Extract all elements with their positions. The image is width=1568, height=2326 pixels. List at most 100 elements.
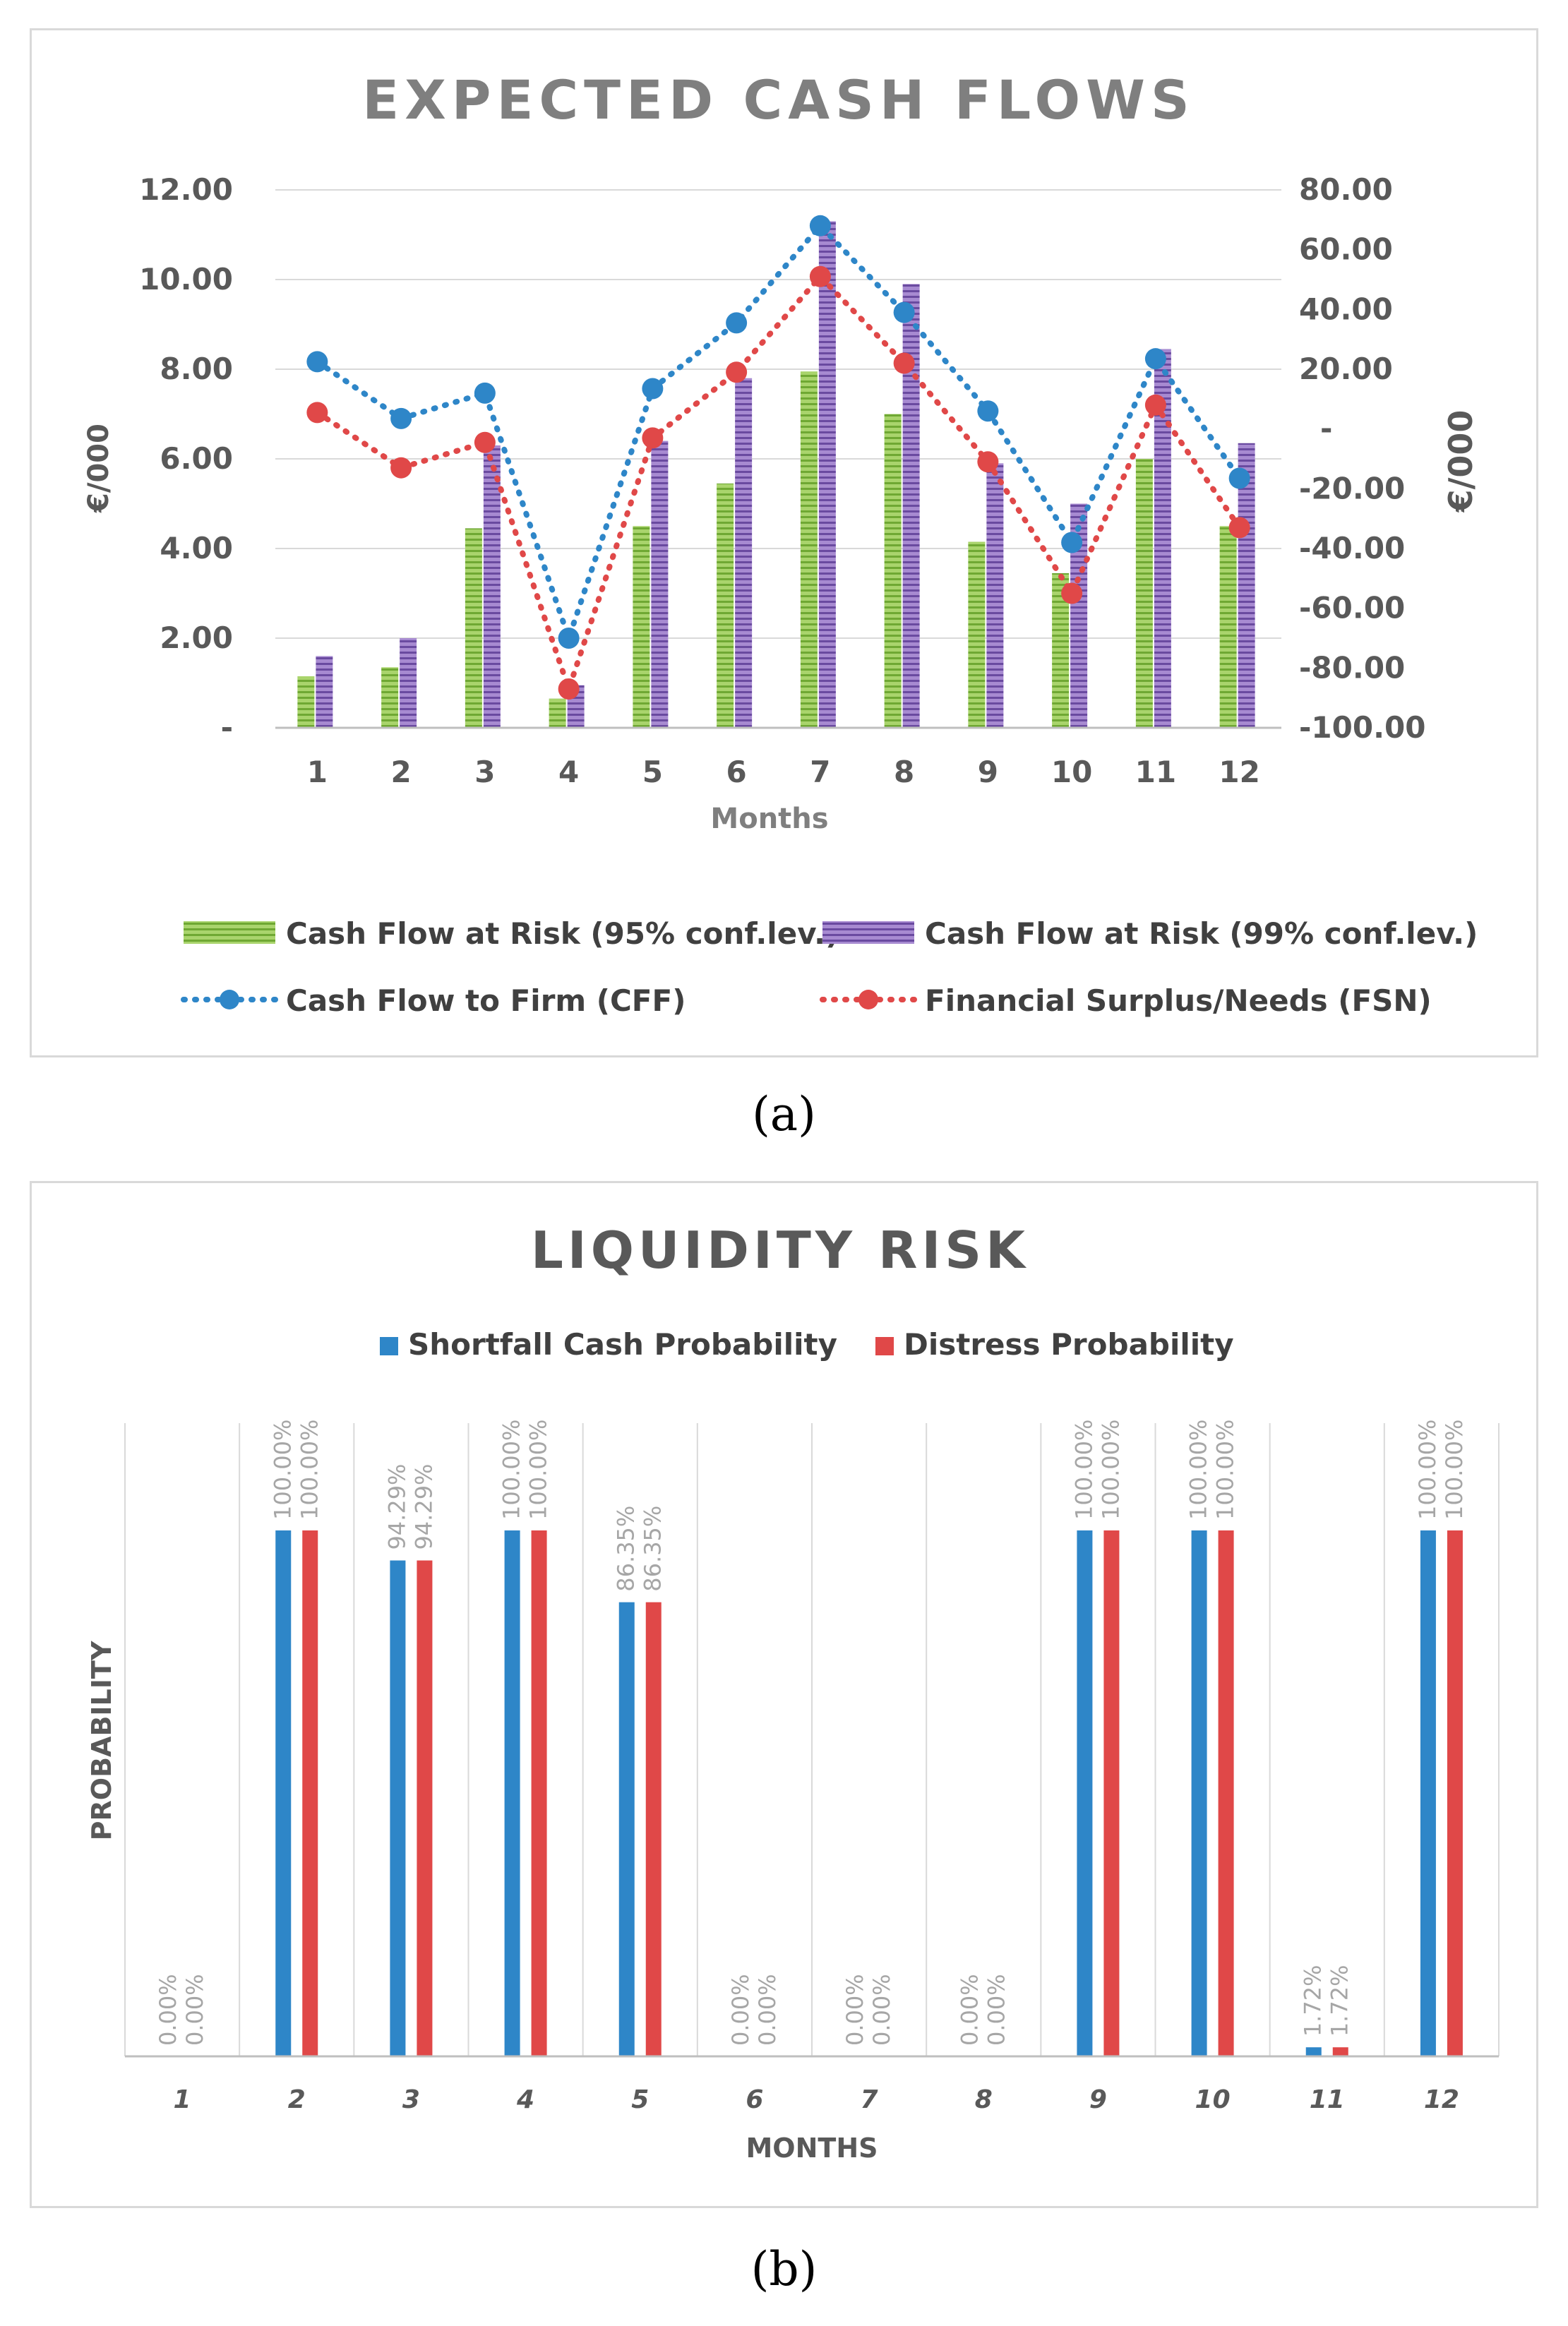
x-axis-label: Months	[710, 803, 828, 835]
data-label: 0.00%	[727, 1974, 754, 2046]
fsn-point	[1061, 582, 1083, 604]
legend-cff: Cash Flow to Firm (CFF)	[181, 983, 686, 1018]
bar-cfar-99	[735, 378, 753, 728]
bar-cfar-95	[633, 526, 650, 728]
x-tick-label: 1	[307, 755, 328, 789]
x-tick-label: 10	[1195, 2085, 1231, 2114]
cff-point	[1061, 532, 1083, 553]
x-tick-label: 7	[810, 755, 830, 789]
right-tick-label: 40.00	[1299, 292, 1393, 326]
fsn-point	[1228, 517, 1250, 539]
legend: Shortfall Cash Probability Distress Proba…	[380, 1327, 1234, 1362]
axes: 1 2 3 4 5 6 7 8 9 10 11 12	[125, 2055, 1499, 2114]
bar-distress	[1447, 1530, 1463, 2056]
fsn-point	[642, 427, 664, 449]
cff-point	[642, 378, 664, 400]
cff-point	[809, 215, 831, 236]
legend-distress: Distress Probability	[875, 1327, 1234, 1362]
x-tick-label: 2	[288, 2085, 306, 2114]
x-tick-label: 1	[174, 2085, 191, 2114]
cff-point	[726, 312, 748, 334]
cff-point	[1228, 467, 1250, 489]
bar-shortfall	[504, 1530, 520, 2056]
legend-swatch	[822, 921, 914, 944]
legend-label: Financial Surplus/Needs (FSN)	[925, 983, 1432, 1018]
bar-shortfall	[1077, 1530, 1093, 2056]
bar-cfar-99	[902, 284, 920, 729]
legend-cfar-99: Cash Flow at Risk (99% conf.lev.)	[822, 916, 1478, 951]
bars: 0.00%100.00% 94.29% 100.00%86.35%0.00% 0.00…	[155, 1420, 1468, 2056]
caption-b: (b)	[750, 2242, 818, 2296]
cff-point	[893, 301, 915, 323]
data-label: 0.00%	[868, 1974, 895, 2046]
x-tick-label: 5	[642, 755, 663, 789]
data-label: 0.00%	[983, 1974, 1010, 2046]
caption-a: (a)	[752, 1087, 816, 1141]
y-axis-label: PROBABILITY	[86, 1641, 117, 1840]
cff-point	[306, 351, 328, 373]
bar-cfar-95	[549, 698, 566, 728]
bar-shortfall	[1305, 2047, 1322, 2056]
right-tick-label: 20.00	[1299, 352, 1393, 386]
x-tick-label: 8	[894, 755, 914, 789]
cff-line	[314, 221, 1243, 647]
bar-cfar-95	[465, 528, 482, 728]
y-axis-label-right: €/000	[1442, 410, 1480, 513]
legend-label: Cash Flow at Risk (99% conf.lev.)	[925, 916, 1478, 951]
data-label: 0.00%	[956, 1974, 983, 2046]
expected-cash-flows-panel: EXPECTED CASH FLOWS - 2.00 4.00 6.00 8.00 10.…	[30, 28, 1538, 1057]
legend-label: Distress Probability	[904, 1327, 1234, 1362]
x-tick-label: 12	[1424, 2085, 1459, 2114]
data-label: 100.00%	[1414, 1420, 1441, 1520]
x-tick-label: 4	[558, 755, 579, 789]
cff-point	[390, 407, 412, 429]
bar-shortfall	[390, 1560, 406, 2056]
x-tick-label: 3	[402, 2085, 420, 2114]
left-tick-label: 6.00	[160, 441, 233, 476]
legend-cfar-95: Cash Flow at Risk (95% conf.lev.)	[184, 916, 839, 951]
data-label: 0.00%	[754, 1974, 781, 2046]
fsn-point	[809, 265, 831, 287]
bar-distress	[417, 1560, 433, 2056]
x-tick-label: 12	[1219, 755, 1259, 789]
fsn-point	[893, 352, 915, 374]
fsn-point	[306, 402, 328, 424]
data-label: 94.29%	[383, 1464, 410, 1550]
bar-cfar-99	[651, 440, 669, 728]
bar-cfar-95	[1135, 459, 1153, 728]
x-tick-label: 2	[391, 755, 412, 789]
bar-cfar-99	[316, 656, 333, 728]
x-tick-label: 11	[1135, 755, 1176, 789]
data-label: 1.72%	[1300, 1965, 1327, 2037]
data-label: 0.00%	[155, 1974, 181, 2046]
right-tick-label: 80.00	[1299, 172, 1393, 207]
bar-cfar-95	[884, 414, 902, 728]
left-tick-label: 2.00	[160, 621, 233, 655]
bar-cfar-95	[968, 541, 986, 728]
x-tick-label: 6	[746, 2085, 763, 2114]
right-tick-label: -40.00	[1299, 531, 1405, 565]
x-tick-label: 6	[726, 755, 747, 789]
left-tick-label: 12.00	[139, 172, 233, 207]
right-tick-label: -100.00	[1299, 710, 1426, 745]
right-tick-label: 60.00	[1299, 232, 1393, 267]
left-tick-label: -	[221, 710, 233, 745]
legend-label: Shortfall Cash Probability	[408, 1327, 837, 1362]
data-label: 0.00%	[181, 1974, 208, 2046]
legend-swatch	[380, 1337, 398, 1355]
x-tick-label: 3	[474, 755, 495, 789]
x-axis-label: MONTHS	[746, 2133, 878, 2164]
x-tick-label: 9	[978, 755, 998, 789]
fsn-point	[977, 451, 999, 473]
fsn-point	[390, 457, 412, 479]
data-label: 100.00%	[1441, 1420, 1468, 1520]
legend-marker	[858, 990, 878, 1009]
bar-cfar-95	[297, 676, 315, 728]
data-label: 100.00%	[1070, 1420, 1097, 1520]
cff-point	[977, 400, 999, 422]
bar-shortfall	[1420, 1530, 1436, 2056]
legend-swatch	[184, 921, 275, 944]
bar-cfar-99	[1238, 443, 1255, 728]
data-label: 0.00%	[842, 1974, 868, 2046]
data-label: 100.00%	[296, 1420, 323, 1520]
